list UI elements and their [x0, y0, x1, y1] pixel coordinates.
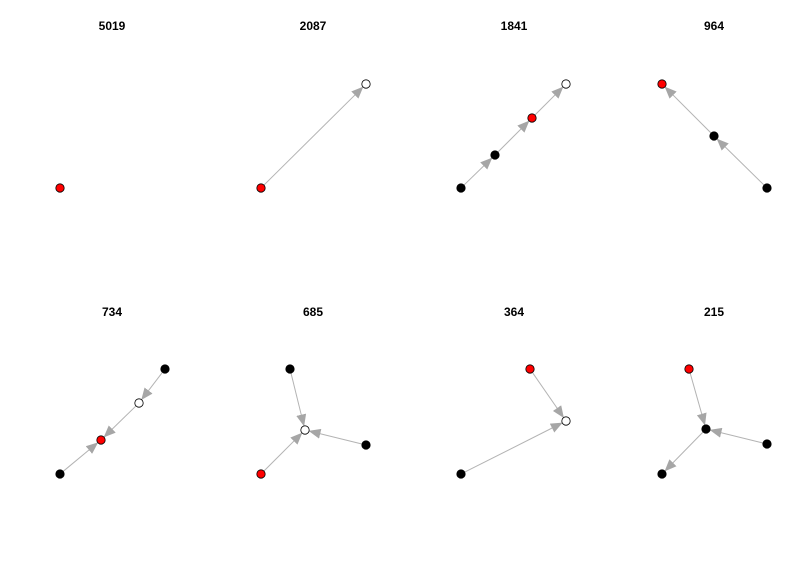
filled-node — [762, 183, 772, 193]
panel-1: 5019 — [99, 19, 126, 33]
panel-title: 215 — [704, 305, 724, 319]
directed-edge — [103, 405, 137, 438]
directed-edge — [534, 86, 564, 116]
open-node — [134, 398, 144, 408]
panel-3: 1841 — [501, 19, 528, 33]
open-node — [300, 425, 310, 435]
focal-node — [256, 469, 266, 479]
panel-title: 734 — [102, 305, 122, 319]
focal-node — [55, 183, 65, 193]
panel-title: 5019 — [99, 19, 126, 33]
panel-title: 2087 — [300, 19, 327, 33]
directed-edge — [664, 86, 712, 134]
open-node — [561, 79, 571, 89]
panel-7-graph — [456, 364, 571, 479]
panel-2: 2087 — [300, 19, 327, 33]
directed-edge — [263, 432, 303, 472]
panel-8-graph — [657, 364, 772, 479]
filled-node — [762, 439, 772, 449]
panel-3-graph — [456, 79, 571, 193]
filled-node — [285, 364, 295, 374]
directed-edge — [716, 138, 765, 186]
directed-edge — [141, 372, 163, 401]
directed-edge — [709, 427, 764, 444]
open-node — [561, 416, 571, 426]
panel-title: 364 — [504, 305, 524, 319]
panel-6: 685 — [303, 305, 323, 319]
graph-layer — [55, 79, 772, 479]
panel-5: 734 — [102, 305, 122, 319]
directed-edge — [464, 422, 563, 473]
filled-node — [55, 469, 65, 479]
panel-8: 215 — [704, 305, 724, 319]
panel-title: 1841 — [501, 19, 528, 33]
panel-5-graph — [55, 364, 170, 479]
panel-1-graph — [55, 183, 65, 193]
panel-7: 364 — [504, 305, 524, 319]
filled-node — [456, 183, 466, 193]
filled-node — [657, 469, 667, 479]
filled-node — [490, 150, 500, 160]
focal-node — [657, 79, 667, 89]
open-node — [361, 79, 371, 89]
directed-edge — [62, 442, 99, 472]
directed-edge — [263, 86, 364, 186]
filled-node — [709, 131, 719, 141]
panel-title: 685 — [303, 305, 323, 319]
panel-4-graph — [657, 79, 772, 193]
focal-node — [527, 113, 537, 123]
panel-4: 964 — [704, 19, 724, 33]
filled-node — [361, 440, 371, 450]
directed-edge — [308, 428, 363, 445]
directed-edge — [463, 157, 493, 186]
directed-edge — [497, 120, 530, 153]
focal-node — [525, 364, 535, 374]
directed-edge — [664, 431, 704, 472]
filled-node — [160, 364, 170, 374]
directed-edge — [290, 372, 307, 427]
filled-node — [701, 424, 711, 434]
panel-6-graph — [256, 364, 371, 479]
focal-node — [684, 364, 694, 374]
directed-edge — [689, 372, 707, 426]
focal-node — [96, 435, 106, 445]
panel-title: 964 — [704, 19, 724, 33]
directed-edge — [531, 372, 564, 418]
filled-node — [456, 469, 466, 479]
focal-node — [256, 183, 266, 193]
panel-2-graph — [256, 79, 371, 193]
